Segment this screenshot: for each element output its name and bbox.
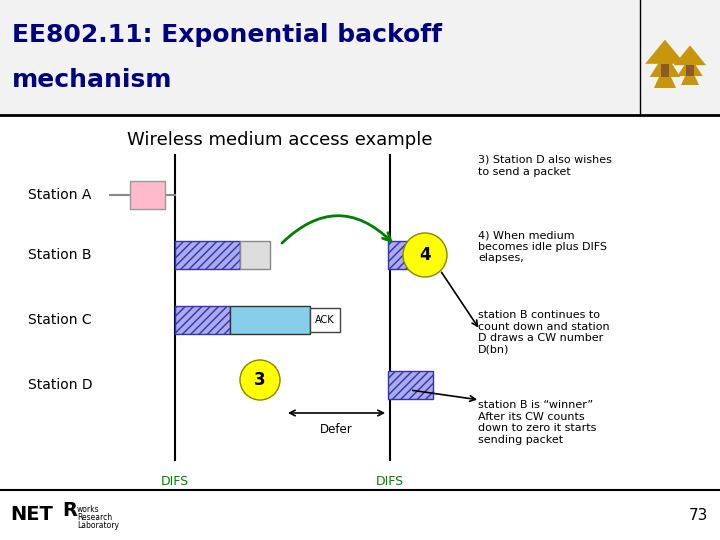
Text: DIFS: DIFS bbox=[376, 475, 404, 488]
Bar bbox=[310, 308, 340, 332]
Text: Laboratory: Laboratory bbox=[77, 521, 119, 530]
Text: Research: Research bbox=[77, 513, 112, 522]
Bar bbox=[388, 241, 420, 269]
Text: works: works bbox=[77, 505, 99, 514]
Text: R: R bbox=[62, 501, 77, 519]
Text: Station C: Station C bbox=[28, 313, 92, 327]
Polygon shape bbox=[649, 53, 680, 77]
Text: 4) When medium
becomes idle plus DIFS
elapses,: 4) When medium becomes idle plus DIFS el… bbox=[478, 230, 607, 263]
Text: station B continues to
count down and station
D draws a CW number
D(bn): station B continues to count down and st… bbox=[478, 310, 610, 355]
Bar bbox=[175, 241, 240, 269]
Polygon shape bbox=[645, 39, 685, 64]
Polygon shape bbox=[674, 45, 706, 65]
Text: ACK: ACK bbox=[315, 315, 335, 325]
Circle shape bbox=[240, 360, 280, 400]
Text: 4: 4 bbox=[419, 246, 431, 264]
Bar bbox=[0, 0, 720, 115]
Text: Defer: Defer bbox=[320, 423, 353, 436]
Text: Station A: Station A bbox=[28, 188, 91, 202]
Text: DIFS: DIFS bbox=[161, 475, 189, 488]
Bar bbox=[661, 64, 670, 77]
Text: station B is “winner”
After its CW counts
down to zero it starts
sending packet: station B is “winner” After its CW count… bbox=[478, 400, 596, 445]
Text: 3) Station D also wishes
to send a packet: 3) Station D also wishes to send a packe… bbox=[478, 155, 612, 177]
Circle shape bbox=[403, 233, 447, 277]
Polygon shape bbox=[654, 64, 676, 88]
Bar bbox=[240, 241, 270, 269]
Bar bbox=[130, 181, 165, 209]
Text: 3: 3 bbox=[254, 371, 266, 389]
Bar bbox=[388, 371, 433, 399]
Text: 73: 73 bbox=[688, 508, 708, 523]
Bar bbox=[175, 306, 230, 334]
Bar bbox=[686, 65, 693, 76]
Text: Station B: Station B bbox=[28, 248, 91, 262]
Polygon shape bbox=[678, 56, 703, 76]
Text: mechanism: mechanism bbox=[12, 68, 173, 92]
Polygon shape bbox=[681, 65, 699, 85]
FancyArrowPatch shape bbox=[282, 215, 391, 243]
Text: NET: NET bbox=[10, 505, 53, 524]
Text: Station D: Station D bbox=[27, 378, 92, 392]
Bar bbox=[230, 306, 310, 334]
Text: Wireless medium access example: Wireless medium access example bbox=[127, 131, 433, 149]
Text: EE802.11: Exponential backoff: EE802.11: Exponential backoff bbox=[12, 23, 442, 47]
